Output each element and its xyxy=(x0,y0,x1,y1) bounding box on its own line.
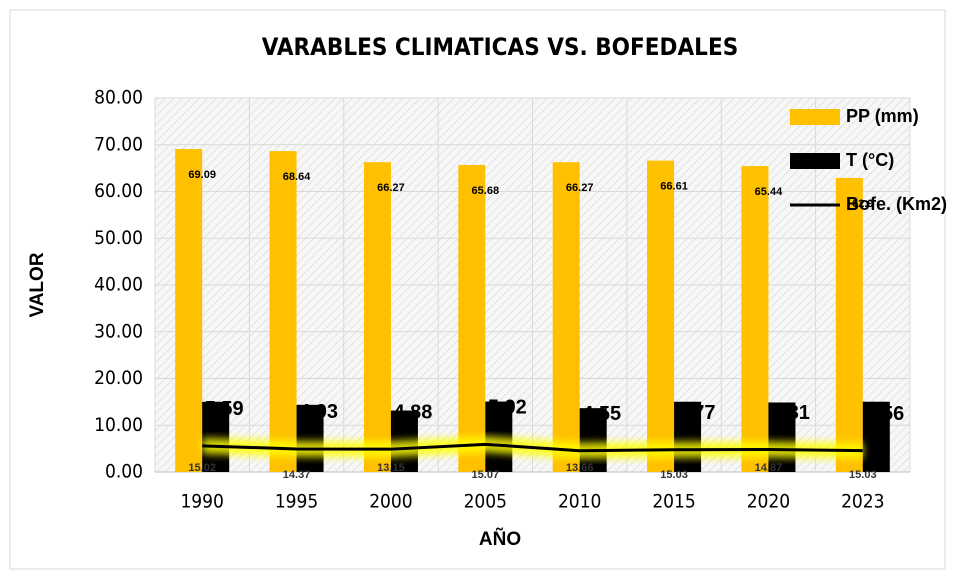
chart-title: VARABLES CLIMATICAS VS. BOFEDALES xyxy=(262,33,739,61)
data-label: 15.07 xyxy=(472,469,500,481)
x-tick-label: 2023 xyxy=(841,491,885,513)
legend-label: Bofe. (Km2) xyxy=(846,194,947,214)
data-label: 15.03 xyxy=(660,469,688,481)
x-tick-label: 1990 xyxy=(180,491,224,513)
y-axis-label: VALOR xyxy=(27,252,48,317)
line xyxy=(202,442,863,453)
data-label: 15.03 xyxy=(849,469,877,481)
y-tick-label: 30.00 xyxy=(94,320,143,342)
data-label: 4.55 xyxy=(582,403,621,425)
data-label: 4.81 xyxy=(771,402,810,424)
x-tick-label: 1995 xyxy=(275,491,319,513)
data-label: 14.87 xyxy=(755,462,783,474)
x-axis-label: AÑO xyxy=(479,528,521,550)
data-label: 65.44 xyxy=(755,186,783,198)
data-label: 5.59 xyxy=(205,398,244,420)
data-label: 15.02 xyxy=(188,462,216,474)
y-tick-label: 70.00 xyxy=(94,133,143,155)
bar xyxy=(363,162,391,472)
bar xyxy=(296,404,324,472)
data-label: 13.66 xyxy=(566,462,594,474)
data-label: 4.56 xyxy=(865,403,904,425)
x-tick-label: 2005 xyxy=(464,491,508,513)
bar xyxy=(579,408,607,472)
bar xyxy=(862,401,890,472)
data-label: 4.88 xyxy=(393,401,432,423)
legend-swatch xyxy=(790,109,840,125)
y-tick-label: 60.00 xyxy=(94,180,143,202)
data-label: 68.64 xyxy=(283,171,311,183)
y-tick-label: 80.00 xyxy=(94,87,143,109)
x-tick-label: 2015 xyxy=(652,491,696,513)
bar xyxy=(552,162,580,472)
x-tick-label: 2020 xyxy=(747,491,791,513)
y-tick-label: 50.00 xyxy=(94,227,143,249)
legend-label: T (°C) xyxy=(846,150,894,170)
data-label: 66.27 xyxy=(377,182,405,194)
data-label: 4.77 xyxy=(677,402,716,424)
data-label: 62.9 xyxy=(852,198,873,210)
x-tick-label: 2000 xyxy=(369,491,413,513)
data-label: 5.92 xyxy=(488,397,527,419)
data-label: 13.15 xyxy=(377,462,405,474)
bar xyxy=(674,401,702,472)
bar xyxy=(458,164,486,473)
bar xyxy=(647,160,675,472)
data-label: 69.09 xyxy=(188,169,216,181)
y-tick-label: 40.00 xyxy=(94,274,143,296)
bar xyxy=(768,402,796,472)
bar xyxy=(835,177,863,472)
bar xyxy=(175,149,203,472)
data-label: 14.37 xyxy=(283,469,311,481)
x-tick-label: 2010 xyxy=(558,491,602,513)
bar xyxy=(741,166,769,472)
y-tick-label: 20.00 xyxy=(94,367,143,389)
data-label: 4.93 xyxy=(299,401,338,423)
bar xyxy=(202,401,230,472)
legend-label: PP (mm) xyxy=(846,106,919,126)
data-label: 65.68 xyxy=(472,185,500,197)
y-tick-label: 0.00 xyxy=(105,461,143,483)
y-tick-label: 10.00 xyxy=(94,414,143,436)
bar xyxy=(269,151,297,472)
data-label: 66.27 xyxy=(566,182,594,194)
data-label: 66.61 xyxy=(660,181,688,193)
legend-swatch xyxy=(790,153,840,169)
